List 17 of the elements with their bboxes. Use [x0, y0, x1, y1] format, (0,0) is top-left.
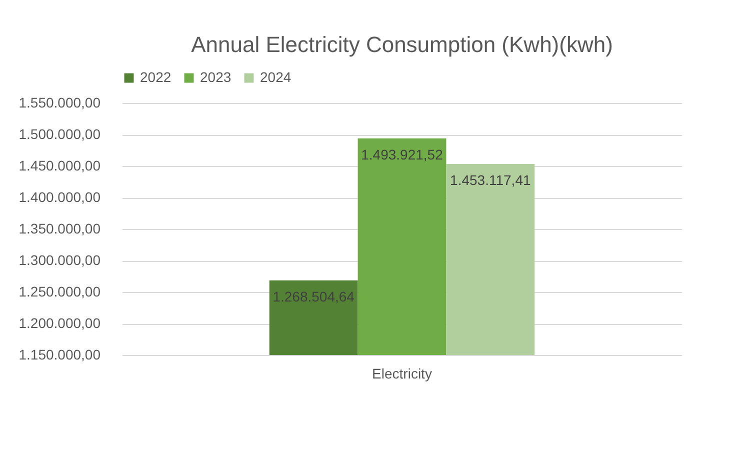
y-tick-label: 1.200.000,00 [18, 315, 101, 331]
y-tick-label: 1.300.000,00 [18, 252, 101, 268]
chart-title: Annual Electricity Consumption (Kwh)(kwh) [191, 32, 613, 57]
x-tick-label: Electricity [372, 366, 432, 382]
legend-label: 2022 [140, 69, 172, 85]
y-tick-label: 1.150.000,00 [18, 346, 101, 362]
data-label: 1.268.504,64 [272, 288, 355, 304]
y-tick-label: 1.400.000,00 [18, 189, 101, 205]
y-tick-label: 1.550.000,00 [18, 94, 101, 110]
y-tick-label: 1.350.000,00 [18, 220, 101, 236]
data-label: 1.493.921,52 [361, 146, 444, 162]
legend-label: 2023 [200, 69, 232, 85]
y-tick-label: 1.500.000,00 [18, 126, 101, 142]
data-label: 1.453.117,41 [450, 172, 531, 188]
legend-label: 2024 [260, 69, 292, 85]
y-tick-label: 1.450.000,00 [18, 158, 101, 174]
y-tick-label: 1.250.000,00 [18, 284, 101, 300]
